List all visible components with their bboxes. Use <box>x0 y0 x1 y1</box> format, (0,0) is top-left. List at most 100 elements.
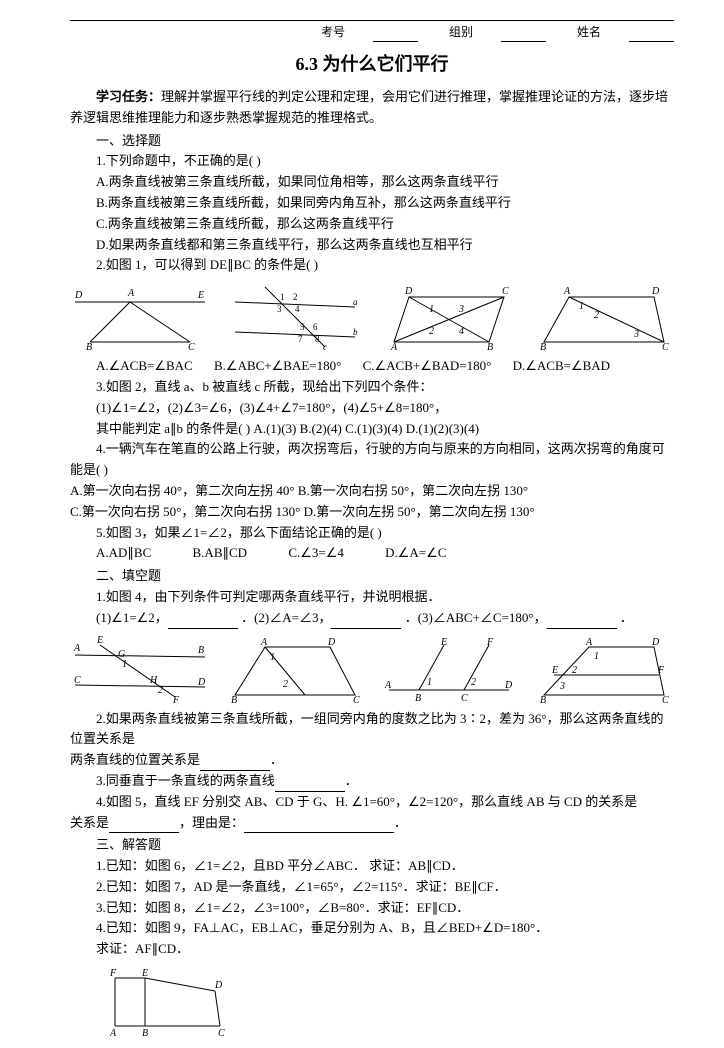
fig-9: FE AB CD <box>100 966 240 1041</box>
svg-text:2: 2 <box>158 685 163 696</box>
svg-text:F: F <box>486 637 494 648</box>
svg-text:B: B <box>142 1028 148 1039</box>
q1d: D.如果两条直线都和第三条直线平行，那么这两条直线也互相平行 <box>70 235 674 256</box>
f4mid: ，理由是： <box>179 815 244 830</box>
fig-1: DAE BC <box>70 282 210 352</box>
f1d: ． <box>620 610 633 625</box>
svg-text:F: F <box>109 968 117 979</box>
section-2: 二、填空题 <box>70 566 674 587</box>
svg-text:A: A <box>127 288 135 299</box>
q3: 3.如图 2，直线 a、b 被直线 c 所截，现给出下列四个条件： <box>70 377 674 398</box>
f3end: ． <box>345 773 358 788</box>
blank-f4b <box>244 820 394 833</box>
svg-text:B: B <box>415 693 421 704</box>
fig-2: 12 34 56 78 a b c <box>225 282 365 352</box>
figure-row-2: AB CD EF G1 H2 AD BC 12 AB CD EF 12 <box>70 635 674 705</box>
svg-text:B: B <box>487 342 493 352</box>
figure-row-1: DAE BC 12 34 56 78 a b c DC AB 13 <box>70 282 674 352</box>
svg-text:B: B <box>540 695 546 705</box>
svg-text:B: B <box>198 645 204 656</box>
svg-text:D: D <box>197 677 206 688</box>
f4-row2: 关系是，理由是：． <box>70 813 674 834</box>
svg-text:E: E <box>141 968 148 979</box>
q2c: C.∠ACB+∠BAD=180° <box>363 358 492 373</box>
svg-text:C: C <box>74 675 81 686</box>
q5: 5.如图 3，如果∠1=∠2，那么下面结论正确的是( ) <box>70 523 674 544</box>
q5b: B.AB∥CD <box>193 545 248 560</box>
svg-text:4: 4 <box>295 304 300 314</box>
svg-text:3: 3 <box>458 304 464 315</box>
svg-text:2: 2 <box>594 310 599 321</box>
svg-text:a: a <box>353 297 358 307</box>
svg-text:D: D <box>404 286 413 297</box>
blank1 <box>373 41 418 42</box>
f1-row: (1)∠1=∠2， ．(2)∠A=∠3， ．(3)∠ABC+∠C=180°， ． <box>70 608 674 629</box>
svg-text:H: H <box>149 675 158 686</box>
svg-text:7: 7 <box>298 334 303 344</box>
q5c: C.∠3=∠4 <box>288 545 344 560</box>
svg-text:1: 1 <box>280 292 285 302</box>
q2a: A.∠ACB=∠BAC <box>96 358 193 373</box>
svg-text:3: 3 <box>633 329 639 340</box>
svg-text:C: C <box>461 693 468 704</box>
svg-text:A: A <box>260 637 268 648</box>
f2-row: 2.如果两条直线被第三条直线所截，一组同旁内角的度数之比为 3∶2，差为 36°… <box>70 709 674 751</box>
blank2 <box>501 41 546 42</box>
f4: 4.如图 5，直线 EF 分别交 AB、CD 于 G、H. ∠1=60°，∠2=… <box>96 794 637 809</box>
task-label: 学习任务： <box>96 89 161 104</box>
q3ask: 其中能判定 a∥b 的条件是( ) A.(1)(3) B.(2)(4) C.(1… <box>70 419 674 440</box>
svg-text:A: A <box>585 637 593 648</box>
task-row: 学习任务：理解并掌握平行线的判定公理和定理，会用它们进行推理，掌握推理论证的方法… <box>70 87 674 129</box>
p1: 1.已知：如图 6，∠1=∠2，且BD 平分∠ABC． 求证：AB∥CD． <box>70 856 674 877</box>
blank-f1c <box>547 616 617 629</box>
svg-text:1: 1 <box>429 304 434 315</box>
svg-text:1: 1 <box>427 677 432 688</box>
header-fields: 考号 组别 姓名 <box>70 23 674 42</box>
svg-text:A: A <box>390 342 398 352</box>
svg-text:8: 8 <box>315 334 320 344</box>
q4ab: A.第一次向右拐 40°，第二次向左拐 40° B.第一次向右拐 50°，第二次… <box>70 481 674 502</box>
svg-text:C: C <box>188 342 195 352</box>
p2: 2.已知：如图 7，AD 是一条直线，∠1=65°，∠2=115°．求证：BE∥… <box>70 877 674 898</box>
fig-6: AD BC 12 <box>225 635 365 705</box>
q3conds: (1)∠1=∠2，(2)∠3=∠6，(3)∠4+∠7=180°，(4)∠5+∠8… <box>70 398 674 419</box>
svg-text:6: 6 <box>313 322 318 332</box>
svg-text:F: F <box>657 665 665 676</box>
svg-text:D: D <box>651 286 660 297</box>
fig-3: DC AB 13 24 <box>379 282 519 352</box>
p3: 3.已知：如图 8，∠1=∠2，∠3=100°，∠B=80°．求证：EF∥CD． <box>70 898 674 919</box>
svg-text:1: 1 <box>270 652 275 663</box>
q5a: A.AD∥BC <box>96 545 151 560</box>
f3-row: 3.同垂直于一条直线的两条直线． <box>70 771 674 792</box>
f1c: ．(3)∠ABC+∠C=180°， <box>405 610 547 625</box>
q1b: B.两条直线被第三条直线所截，如果同旁内角互补，那么这两条直线平行 <box>70 193 674 214</box>
f2end: ． <box>270 752 283 767</box>
svg-text:C: C <box>502 286 509 297</box>
f1b: ．(2)∠A=∠3， <box>241 610 331 625</box>
q4cd: C.第一次向右拐 50°，第二次向右拐 130° D.第一次向左拐 50°，第二… <box>70 502 674 523</box>
p4: 4.已知：如图 9，FA⊥AC，EB⊥AC，垂足分别为 A、B，且∠BED+∠D… <box>70 918 674 939</box>
svg-text:A: A <box>73 643 81 654</box>
svg-text:2: 2 <box>293 292 298 302</box>
svg-text:2: 2 <box>283 679 288 690</box>
svg-text:D: D <box>74 290 83 301</box>
svg-text:E: E <box>197 290 204 301</box>
svg-text:5: 5 <box>300 322 305 332</box>
svg-text:1: 1 <box>579 301 584 312</box>
blank-f3 <box>275 779 345 792</box>
blank3 <box>629 41 674 42</box>
svg-text:C: C <box>218 1028 225 1039</box>
svg-text:C: C <box>353 695 360 705</box>
svg-text:c: c <box>323 342 327 352</box>
q1: 1.下列命题中，不正确的是( ) <box>70 151 674 172</box>
blank-f1b <box>331 616 401 629</box>
section-1: 一、选择题 <box>70 131 674 152</box>
svg-text:B: B <box>231 695 237 705</box>
fig-7: AB CD EF 12 <box>379 635 519 705</box>
blank-f2 <box>200 758 270 771</box>
svg-text:2: 2 <box>572 665 577 676</box>
page-title: 6.3 为什么它们平行 <box>70 50 674 79</box>
svg-text:E: E <box>440 637 447 648</box>
q1a: A.两条直线被第三条直线所截，如果同位角相等，那么这两条直线平行 <box>70 172 674 193</box>
svg-text:E: E <box>551 665 558 676</box>
